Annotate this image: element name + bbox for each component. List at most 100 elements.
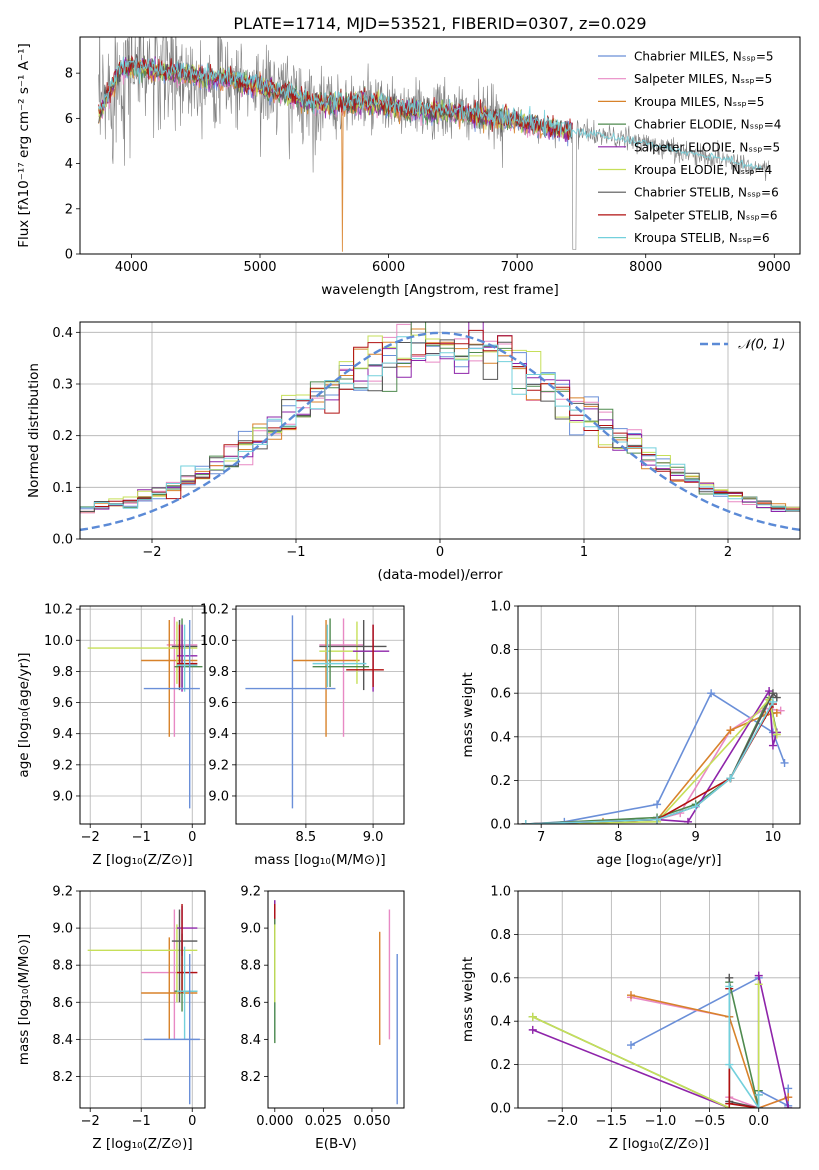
weight-marker <box>784 1104 793 1108</box>
x-tick-label: 9000 <box>758 260 791 275</box>
y-tick-label: 10.0 <box>44 634 73 649</box>
y-tick-label: 0.0 <box>490 818 511 833</box>
weight-line-5 <box>532 984 760 1108</box>
errorbar-point-4 <box>174 618 203 687</box>
weight-marker <box>521 820 530 824</box>
x-tick-label: 0.025 <box>305 1114 342 1129</box>
y-axis-label: Flux [fλ10⁻¹⁷ erg cm⁻² s⁻¹ A⁻¹] <box>16 43 32 248</box>
y-axis-label: Normed distribution <box>26 363 42 498</box>
weight-line-5 <box>525 698 778 824</box>
y-tick-label: 8.2 <box>240 1070 261 1085</box>
weight-marker <box>707 689 716 698</box>
x-tick-label: 2 <box>724 545 732 560</box>
y-tick-label: 9.8 <box>52 665 73 680</box>
y-axis-label: mass [log₁₀(M/M⊙)] <box>16 934 32 1065</box>
y-tick-label: 1.0 <box>490 600 511 615</box>
x-tick-label: 9.0 <box>363 830 384 845</box>
y-tick-label: 2 <box>65 202 73 217</box>
x-axis-label: (data-model)/error <box>377 567 503 583</box>
y-tick-label: 1.0 <box>490 885 511 900</box>
legend: Chabrier MILES, Nₛₛₚ=5 Salpeter MILES, Nₛ… <box>598 50 781 245</box>
y-tick-label: 9.2 <box>240 885 261 900</box>
x-tick-label: 1 <box>580 545 588 560</box>
y-axis-label: mass weight <box>460 672 476 757</box>
y-tick-label: 8.8 <box>52 959 73 974</box>
x-tick-label: −1 <box>286 545 305 560</box>
weight-line-4 <box>532 975 789 1108</box>
y-tick-label: 0.0 <box>52 533 73 548</box>
errorbar-point-7 <box>312 624 367 687</box>
panel-mass_vs_ebv: 0.000 0.025 0.050 8.2 8.4 8.6 8.8 9.0 9.2 E(B-V) <box>240 885 405 1152</box>
y-tick-label: 0.2 <box>490 1058 511 1073</box>
errorbar-point-1 <box>292 620 360 737</box>
errorbar-point-6 <box>346 624 384 687</box>
x-tick-label: 0 <box>188 830 196 845</box>
errorbar-point-7 <box>176 946 198 1040</box>
y-tick-label: 10.0 <box>200 634 229 649</box>
y-tick-label: 0.4 <box>490 730 511 745</box>
panel-mass_vs_Z: −2 −1 0 8.2 8.4 8.6 8.8 9.0 9.2 Z [log₁₀(Z/Z⊙)] ma… <box>16 885 206 1152</box>
x-tick-label: 0.050 <box>353 1114 390 1129</box>
data-layer <box>87 903 200 1105</box>
x-tick-label: −1 <box>132 1114 151 1129</box>
x-tick-label: 0 <box>188 1114 196 1129</box>
x-tick-label: −1.0 <box>645 1114 677 1129</box>
y-tick-label: 10.2 <box>44 603 73 618</box>
data-layer <box>274 900 398 1105</box>
weight-marker <box>754 971 763 980</box>
legend-entry: Kroupa STELIB, Nₛₛₚ=6 <box>634 231 770 245</box>
x-axis-label: E(B-V) <box>315 1136 357 1152</box>
y-tick-label: 8 <box>65 67 73 82</box>
y-tick-label: 8.8 <box>240 959 261 974</box>
weight-marker <box>726 726 735 735</box>
weight-marker <box>772 708 781 717</box>
axes-frame <box>79 321 801 540</box>
y-tick-label: 0.3 <box>52 378 73 393</box>
weight-marker <box>780 758 789 767</box>
weight-marker <box>691 802 700 811</box>
y-tick-label: 9.2 <box>52 758 73 773</box>
y-tick-label: 8.4 <box>240 1033 261 1048</box>
x-axis-label: Z [log₁₀(Z/Z⊙)] <box>92 852 192 868</box>
panel-residuals: −2 −1 0 1 2 0.0 0.1 0.2 0.3 0.4 (data-model)/error… <box>26 321 801 583</box>
x-tick-label: −0.5 <box>694 1114 726 1129</box>
y-tick-label: 9.4 <box>208 727 229 742</box>
weight-marker <box>653 815 662 824</box>
legend-entry: Salpeter MILES, Nₛₛₚ=5 <box>634 72 772 86</box>
histogram-8 <box>80 336 800 511</box>
errorbar-point-7 <box>176 624 198 692</box>
histogram-6 <box>80 339 800 512</box>
axes-frame <box>235 605 405 825</box>
x-tick-label: 0.000 <box>256 1114 293 1129</box>
y-tick-label: 0.1 <box>52 481 73 496</box>
x-tick-label: −2 <box>81 1114 100 1129</box>
y-tick-label: 9.0 <box>52 789 73 804</box>
axes-frame <box>79 36 801 255</box>
x-tick-label: 10 <box>765 830 782 845</box>
legend-entry: Chabrier MILES, Nₛₛₚ=5 <box>634 50 774 64</box>
y-tick-label: 0.8 <box>490 928 511 943</box>
errorbar-point-2 <box>87 621 198 684</box>
weight-marker <box>772 730 781 739</box>
data-layer <box>87 616 203 809</box>
x-axis-label: age [log₁₀(age/yr)] <box>596 852 721 868</box>
y-tick-label: 9.2 <box>52 885 73 900</box>
axes-frame <box>79 605 206 825</box>
y-tick-label: 9.2 <box>208 758 229 773</box>
y-tick-label: 8.2 <box>52 1070 73 1085</box>
y-tick-label: 9.4 <box>52 727 73 742</box>
errorbar-point-8 <box>143 620 200 809</box>
errorbar-point-1 <box>141 937 198 1040</box>
histogram-4 <box>80 322 800 512</box>
y-tick-label: 8.6 <box>240 996 261 1011</box>
x-tick-label: −1.5 <box>596 1114 628 1129</box>
errorbar-point-3 <box>171 909 198 1003</box>
weight-marker <box>626 1041 635 1050</box>
weight-marker <box>768 689 777 698</box>
data-layer <box>80 322 800 532</box>
y-tick-label: 0.4 <box>52 326 73 341</box>
normal-curve <box>80 331 800 532</box>
model-spectrum-8 <box>98 56 762 170</box>
panel-spectrum: 4000 5000 6000 7000 8000 9000 0 2 4 6 8 wavelength … <box>16 36 801 298</box>
